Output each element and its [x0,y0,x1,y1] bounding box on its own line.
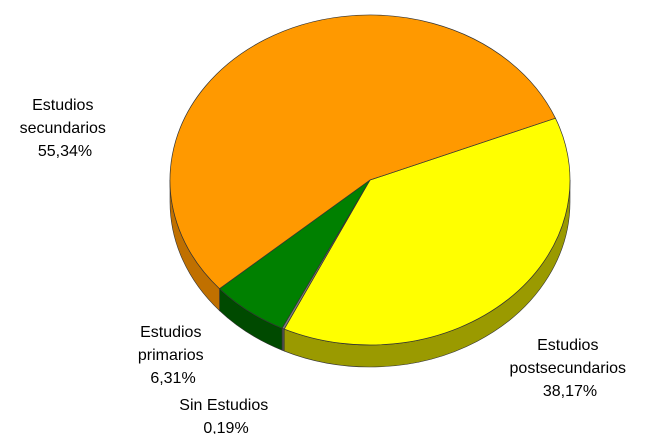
pie-slice-estudios-secundarios [169,14,556,290]
value-sin-estudios: 0,19% [203,420,248,434]
label-estudios-primarios: Estudios primarios 6,31% [138,324,208,387]
pie-slice-estudios-postsecundarios [283,117,571,346]
value-estudios-postsecundarios: 38,17% [543,383,597,400]
label-estudios-postsecundarios: Estudios postsecundarios 38,17% [510,337,631,400]
pie-side-sin-estudios [281,327,285,352]
pie-labels: Estudios secundarios 55,34% Estudios pos… [20,97,631,434]
label-sin-estudios: Sin Estudios 0,19% [179,397,272,434]
value-estudios-secundarios: 55,34% [38,143,92,160]
value-estudios-primarios: 6,31% [150,370,195,387]
pie-slices [169,14,571,346]
label-estudios-secundarios: Estudios secundarios 55,34% [20,97,111,160]
